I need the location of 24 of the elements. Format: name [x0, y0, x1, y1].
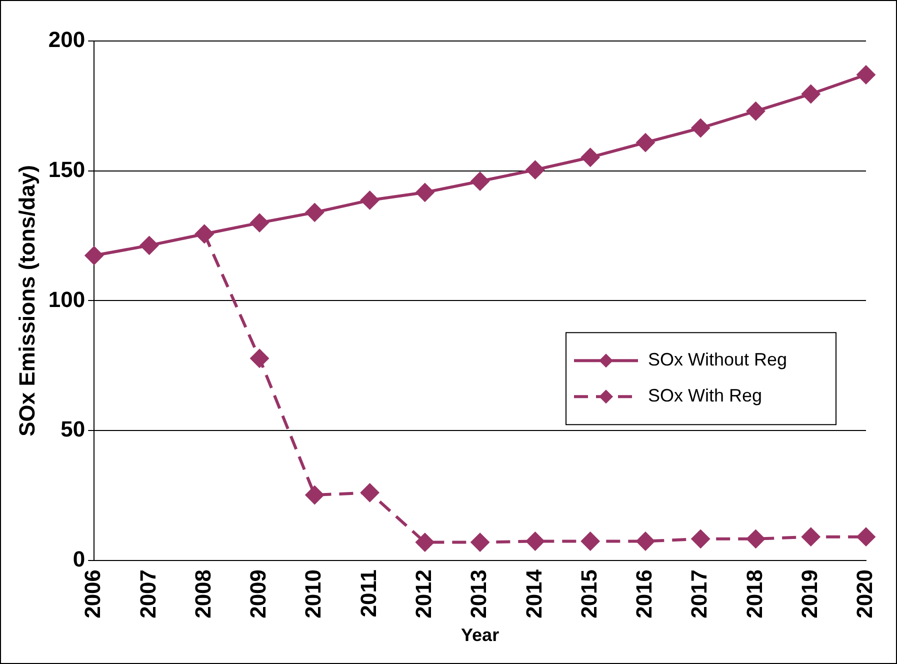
y-tick-label: 100	[48, 286, 86, 312]
x-tick-label: 2008	[190, 569, 216, 618]
x-tick-label: 2009	[246, 569, 271, 618]
y-tick-label: 0	[72, 546, 86, 572]
x-tick-label: 2016	[632, 569, 657, 618]
x-tick-label: 2006	[80, 569, 106, 618]
x-tick-label: 2013	[466, 569, 492, 618]
x-tick-label: 2010	[300, 569, 326, 618]
y-tick-label: 50	[60, 416, 86, 442]
x-tick-label: 2012	[410, 569, 436, 618]
x-tick-label: 2007	[135, 569, 160, 618]
legend-label: SOx With Reg	[648, 386, 762, 406]
x-tick-label: 2011	[356, 569, 381, 618]
x-tick-label: 2014	[521, 568, 546, 618]
x-tick-label: 2017	[686, 569, 712, 618]
x-tick-label: 2015	[576, 569, 602, 618]
y-axis-title: SOx Emissions (tons/day)	[14, 165, 40, 436]
y-tick-label: 150	[48, 156, 86, 182]
x-tick-label: 2019	[796, 569, 822, 618]
x-tick-label: 2020	[852, 569, 878, 618]
x-tick-label: 2018	[742, 569, 767, 618]
x-axis-title: Year	[461, 625, 500, 646]
legend-label: SOx Without Reg	[648, 350, 788, 370]
y-tick-label: 200	[48, 27, 86, 52]
